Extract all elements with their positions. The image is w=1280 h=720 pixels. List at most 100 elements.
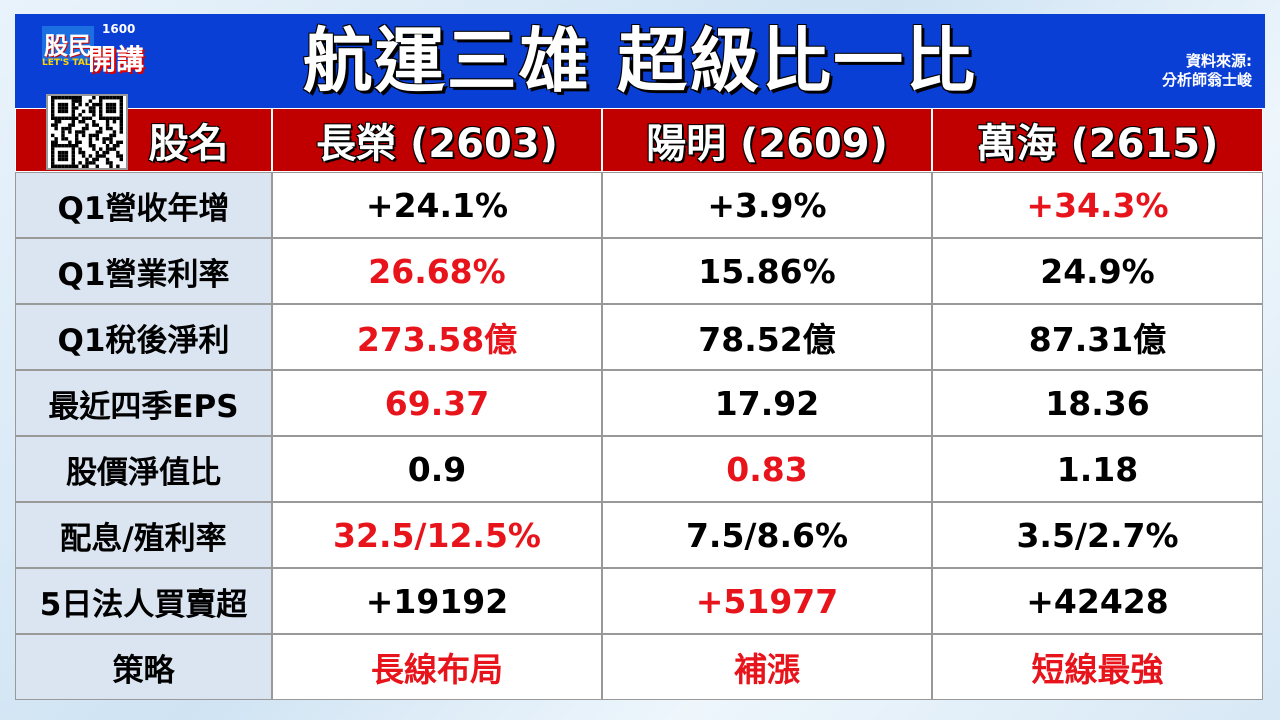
- qr-module: [81, 133, 86, 138]
- qr-module: [119, 123, 123, 127]
- qr-module: [54, 123, 58, 127]
- qr-module: [92, 120, 96, 124]
- qr-module: [71, 106, 75, 110]
- qr-module: [88, 144, 93, 148]
- qr-module: [64, 144, 69, 148]
- qr-module: [61, 116, 65, 120]
- qr-module: [92, 106, 96, 110]
- qr-module: [57, 157, 62, 162]
- qr-module: [61, 102, 65, 107]
- cell: 長線布局: [272, 634, 602, 700]
- qr-module: [78, 99, 82, 103]
- row-label: 最近四季EPS: [15, 370, 272, 436]
- qr-module: [61, 96, 65, 100]
- qr-module: [78, 140, 82, 144]
- qr-module: [75, 144, 79, 148]
- qr-module: [102, 96, 106, 100]
- qr-module: [105, 120, 110, 124]
- qr-module: [109, 102, 113, 107]
- row-label: Q1營業利率: [15, 238, 272, 304]
- qr-module: [75, 116, 79, 120]
- qr-module: [99, 96, 103, 100]
- qr-module: [71, 154, 75, 158]
- qr-module: [81, 116, 86, 120]
- qr-module: [75, 130, 79, 134]
- qr-module: [109, 133, 113, 138]
- qr-module: [54, 137, 58, 141]
- qr-module: [88, 133, 93, 138]
- qr-module: [92, 109, 96, 114]
- qr-module: [54, 164, 58, 168]
- qr-module: [51, 133, 55, 138]
- qr-module: [57, 154, 62, 158]
- qr-module: [88, 116, 93, 120]
- qr-module: [105, 116, 110, 120]
- qr-module: [51, 164, 55, 168]
- qr-module: [71, 157, 75, 162]
- qr-module: [57, 96, 62, 100]
- cell: 69.37: [272, 370, 602, 436]
- qr-module: [68, 130, 72, 134]
- row-label: 5日法人買賣超: [15, 568, 272, 634]
- cell: 0.9: [272, 436, 602, 502]
- qr-module: [71, 113, 75, 117]
- source-label: 資料來源:: [1186, 52, 1252, 70]
- qr-module: [64, 137, 69, 141]
- qr-module: [105, 109, 110, 114]
- title-band: [15, 14, 1265, 108]
- qr-module: [61, 154, 65, 158]
- qr-module: [119, 102, 123, 107]
- qr-module: [78, 161, 82, 165]
- qr-module: [95, 137, 99, 141]
- qr-module: [64, 150, 69, 155]
- qr-module: [102, 150, 106, 155]
- column-header: 陽明 (2609): [602, 108, 932, 172]
- qr-module: [54, 116, 58, 120]
- qr-module: [71, 99, 75, 103]
- qr-module: [119, 106, 123, 110]
- qr-module: [112, 133, 117, 138]
- qr-module: [68, 144, 72, 148]
- qr-module: [61, 126, 65, 131]
- cell: 0.83: [602, 436, 932, 502]
- qr-module: [95, 157, 99, 162]
- qr-module: [109, 164, 113, 168]
- qr-code: [46, 94, 128, 170]
- qr-module: [105, 126, 110, 131]
- qr-module: [112, 120, 117, 124]
- column-header: 萬海 (2615): [932, 108, 1263, 172]
- qr-module: [68, 96, 72, 100]
- qr-module: [102, 140, 106, 144]
- qr-module: [51, 102, 55, 107]
- cell: +19192: [272, 568, 602, 634]
- qr-module: [119, 113, 123, 117]
- qr-module: [85, 161, 89, 165]
- qr-module: [78, 147, 82, 151]
- qr-module: [112, 109, 117, 114]
- qr-module: [54, 144, 58, 148]
- row-label: Q1稅後淨利: [15, 304, 272, 370]
- qr-module: [51, 140, 55, 144]
- qr-module: [99, 109, 103, 114]
- cell: 1.18: [932, 436, 1263, 502]
- qr-module: [105, 96, 110, 100]
- qr-module: [78, 120, 82, 124]
- qr-module: [85, 157, 89, 162]
- qr-module: [78, 113, 82, 117]
- row-label: 配息/殖利率: [15, 502, 272, 568]
- qr-module: [119, 116, 123, 120]
- qr-module: [64, 109, 69, 114]
- qr-module: [51, 144, 55, 148]
- qr-module: [109, 116, 113, 120]
- qr-module: [88, 161, 93, 165]
- qr-module: [99, 154, 103, 158]
- qr-module: [71, 120, 75, 124]
- qr-module: [75, 140, 79, 144]
- qr-module: [116, 116, 120, 120]
- column-header: 長榮 (2603): [272, 108, 602, 172]
- qr-module: [75, 99, 79, 103]
- qr-module: [61, 109, 65, 114]
- qr-module: [51, 161, 55, 165]
- qr-module: [64, 106, 69, 110]
